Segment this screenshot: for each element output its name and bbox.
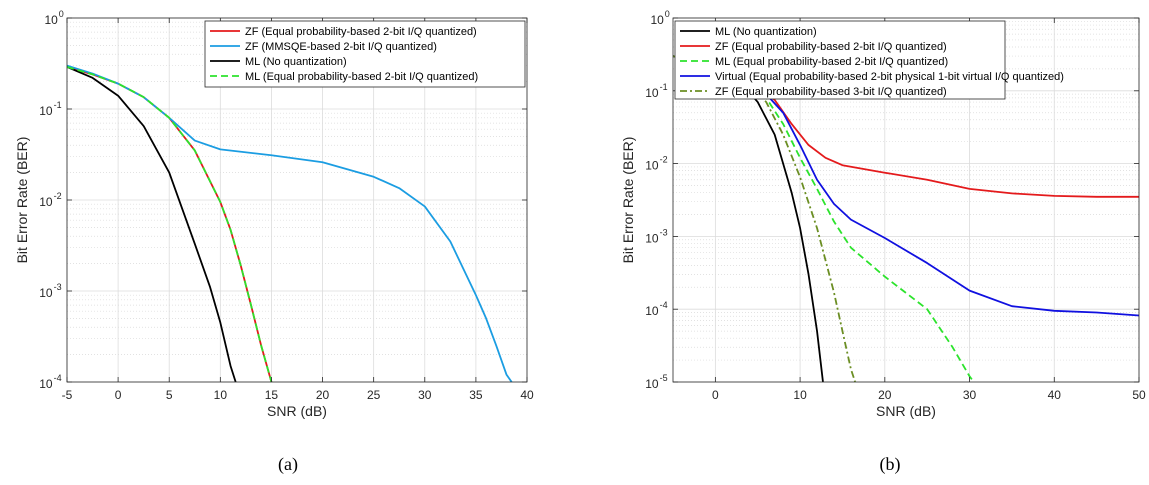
series-group (67, 64, 513, 382)
y-tick-label: 10 (645, 231, 659, 245)
legend: ZF (Equal probability-based 2-bit I/Q qu… (204, 20, 526, 88)
series-line-2 (67, 66, 237, 382)
y-tick-label: 10 (645, 377, 659, 391)
x-tick-label: 20 (878, 388, 892, 402)
legend: ML (No quantization) ZF (Equal probabilit… (674, 20, 1064, 100)
y-tick-exponent: -2 (660, 155, 668, 165)
y-tick-label: 10 (645, 304, 659, 318)
x-tick-label: 0 (115, 388, 122, 402)
y-tick-label: 10 (650, 13, 664, 27)
y-tick-exponent: -2 (54, 191, 62, 201)
x-tick-label: 50 (1132, 388, 1146, 402)
series-line-2 (673, 55, 975, 382)
y-tick-exponent: -1 (660, 82, 668, 92)
x-tick-label: 5 (166, 388, 173, 402)
x-tick-label: 20 (316, 388, 330, 402)
panel-caption: (a) (278, 454, 298, 475)
y-tick-label: 10 (39, 377, 53, 391)
legend-entry-4: ZF (Equal probability-based 3-bit I/Q qu… (715, 86, 947, 98)
y-tick-label: 10 (39, 104, 53, 118)
y-tick-exponent: -3 (660, 227, 668, 237)
y-tick-exponent: -4 (54, 373, 62, 383)
x-tick-label: -5 (62, 388, 73, 402)
legend-box (674, 20, 1006, 100)
x-tick-label: 15 (265, 388, 279, 402)
legend-entry-1: ZF (Equal probability-based 2-bit I/Q qu… (715, 41, 947, 53)
y-tick-exponent: -5 (660, 373, 668, 383)
x-tick-label: 10 (793, 388, 807, 402)
y-tick-label: 10 (39, 195, 53, 209)
x-tick-label: 0 (712, 388, 719, 402)
y-tick-label: 10 (645, 86, 659, 100)
y-tick-exponent: -3 (54, 282, 62, 292)
legend-box (204, 20, 526, 88)
y-tick-label: 10 (39, 286, 53, 300)
series-line-3 (67, 66, 273, 382)
x-tick-label: 25 (367, 388, 381, 402)
x-tick-label: 10 (214, 388, 228, 402)
y-tick-label: 10 (44, 13, 58, 27)
legend-entry-2: ML (Equal probability-based 2-bit I/Q qu… (715, 56, 948, 68)
x-axis-label: SNR (dB) (267, 403, 327, 419)
y-tick-exponent: -4 (660, 300, 668, 310)
y-tick-exponent: 0 (665, 9, 670, 19)
y-tick-exponent: -1 (54, 100, 62, 110)
y-axis-label: Bit Error Rate (BER) (14, 137, 30, 264)
x-tick-label: 40 (520, 388, 534, 402)
x-tick-label: 35 (469, 388, 483, 402)
x-tick-label: 40 (1048, 388, 1062, 402)
x-tick-label: 30 (418, 388, 432, 402)
axes-box (672, 17, 1140, 383)
legend-entry-2: ML (No quantization) (245, 56, 347, 68)
legend-entry-0: ML (No quantization) (715, 26, 817, 38)
legend-entry-3: Virtual (Equal probability-based 2-bit p… (715, 71, 1064, 83)
y-tick-exponent: 0 (59, 9, 64, 19)
x-tick-label: 30 (963, 388, 977, 402)
series-line-4 (673, 55, 857, 382)
x-axis-label: SNR (dB) (876, 403, 936, 419)
y-axis-label: Bit Error Rate (BER) (620, 137, 636, 264)
legend-entry-3: ML (Equal probability-based 2-bit I/Q qu… (245, 71, 478, 83)
legend-entry-1: ZF (MMSQE-based 2-bit I/Q quantized) (245, 41, 437, 53)
panel-caption: (b) (880, 454, 901, 475)
legend-entry-0: ZF (Equal probability-based 2-bit I/Q qu… (245, 26, 477, 38)
y-tick-label: 10 (645, 159, 659, 173)
